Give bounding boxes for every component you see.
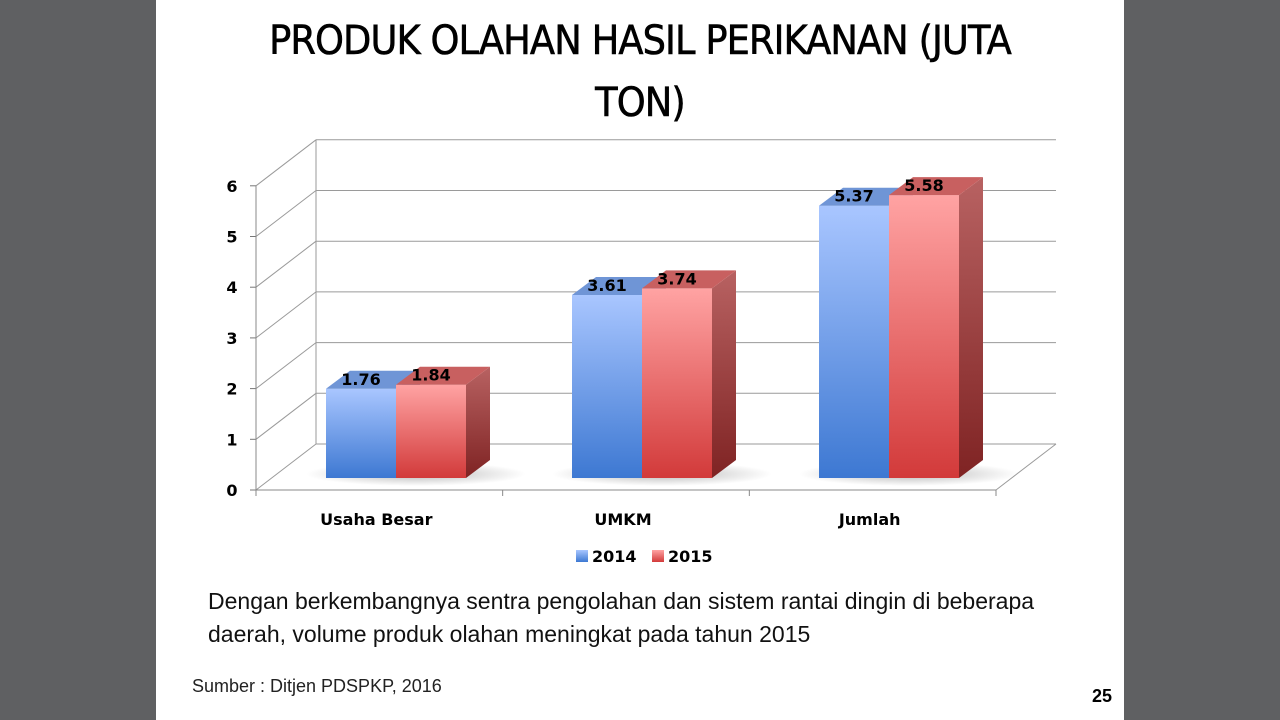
legend-label: 2014 xyxy=(592,547,637,566)
y-tick-label: 0 xyxy=(226,481,237,500)
gridline-wall xyxy=(255,291,317,339)
bar xyxy=(819,205,889,478)
title-line-2: TON) xyxy=(595,80,686,127)
caption: Dengan berkembangnya sentra pengolahan d… xyxy=(208,585,1088,651)
bar-side xyxy=(712,270,736,478)
bar xyxy=(572,294,642,478)
x-tick-label: UMKM xyxy=(594,510,651,529)
bar-top xyxy=(396,366,490,385)
page-number: 25 xyxy=(1092,686,1113,706)
legend-swatch xyxy=(652,550,664,562)
bar-top xyxy=(889,177,983,196)
gridline-wall xyxy=(255,139,317,187)
chart-bars xyxy=(306,177,1019,486)
gridline-wall xyxy=(255,392,317,440)
gridline-wall xyxy=(255,342,317,389)
bar-side xyxy=(959,177,983,478)
slide: PRODUK OLAHAN HASIL PERIKANAN (JUTA TON) xyxy=(156,0,1124,720)
data-label: 1.76 xyxy=(341,370,380,389)
caption-line-2: daerah, volume produk olahan meningkat p… xyxy=(208,621,811,647)
bar-chart: 0 1 2 3 4 5 6 Usaha Besar UMKM Jumlah 1.76 3.61 5.37… xyxy=(226,139,1057,566)
data-label: 3.61 xyxy=(587,276,626,295)
data-label: 5.37 xyxy=(834,187,873,206)
gridline-wall xyxy=(255,190,317,237)
floor-edge xyxy=(995,443,1057,491)
data-label: 3.74 xyxy=(657,269,696,288)
y-tick-label: 3 xyxy=(226,329,237,348)
bar xyxy=(642,288,712,478)
gridline-wall xyxy=(255,240,317,288)
data-label: 5.58 xyxy=(904,176,943,195)
legend-label: 2015 xyxy=(668,547,713,566)
bar-top xyxy=(326,370,420,389)
bar xyxy=(396,384,466,478)
x-tick-label: Usaha Besar xyxy=(320,510,432,529)
page-title: PRODUK OLAHAN HASIL PERIKANAN (JUTA TON) xyxy=(195,10,1086,134)
bar-side xyxy=(466,366,490,478)
bar xyxy=(889,195,959,478)
chart-labels: 0 1 2 3 4 5 6 Usaha Besar UMKM Jumlah 1.76 3.61 5.37… xyxy=(226,176,943,529)
gridline-wall xyxy=(255,443,317,491)
source-note: Sumber : Ditjen PDSPKP, 2016 xyxy=(192,676,442,696)
title-line-1: PRODUK OLAHAN HASIL PERIKANAN (JUTA xyxy=(269,18,1012,65)
y-tick-label: 2 xyxy=(226,380,237,399)
data-label: 1.84 xyxy=(411,366,450,385)
chart-legend: 2014 2015 xyxy=(576,547,713,566)
caption-line-1: Dengan berkembangnya sentra pengolahan d… xyxy=(208,588,1035,614)
bar-top xyxy=(642,270,736,289)
y-tick-label: 5 xyxy=(226,228,237,247)
y-tick-label: 6 xyxy=(226,177,237,196)
y-tick-label: 1 xyxy=(226,430,237,449)
legend-swatch xyxy=(576,550,588,562)
y-tick-label: 4 xyxy=(226,278,237,297)
x-tick-label: Jumlah xyxy=(838,510,901,529)
bar xyxy=(326,388,396,478)
